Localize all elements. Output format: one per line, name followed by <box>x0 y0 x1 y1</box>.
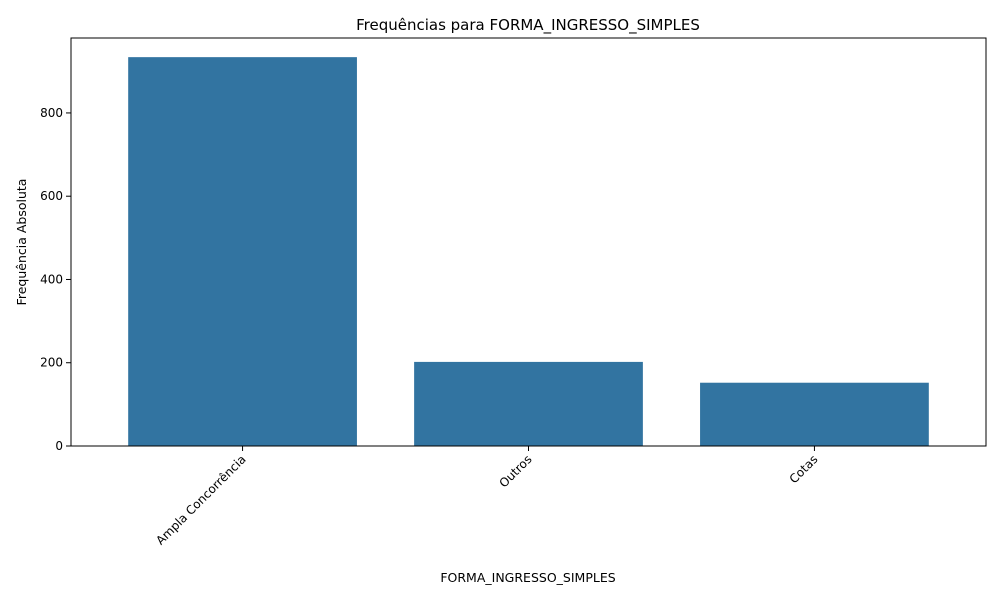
x-axis-ticks: Ampla Concorrência Outros Cotas <box>153 446 821 548</box>
chart-title: Frequências para FORMA_INGRESSO_SIMPLES <box>356 16 700 35</box>
y-axis-ticks: 0 200 400 600 800 <box>40 106 71 453</box>
bar-ampla-concorr-ncia <box>128 57 357 446</box>
bar-cotas <box>700 382 929 446</box>
y-tick-label: 400 <box>40 272 63 286</box>
y-tick-label: 0 <box>55 439 63 453</box>
y-axis-label: Frequência Absoluta <box>14 179 29 306</box>
y-tick-label: 600 <box>40 189 63 203</box>
x-tick-label: Cotas <box>787 452 821 486</box>
plot-frame <box>70 37 987 447</box>
y-tick-label: 800 <box>40 106 63 120</box>
x-axis-label: FORMA_INGRESSO_SIMPLES <box>440 570 615 585</box>
x-tick-label: Outros <box>496 452 534 490</box>
bars-group <box>128 57 929 446</box>
bar-outros <box>414 361 643 446</box>
y-tick-label: 200 <box>40 356 63 370</box>
x-tick-label: Ampla Concorrência <box>153 452 248 547</box>
